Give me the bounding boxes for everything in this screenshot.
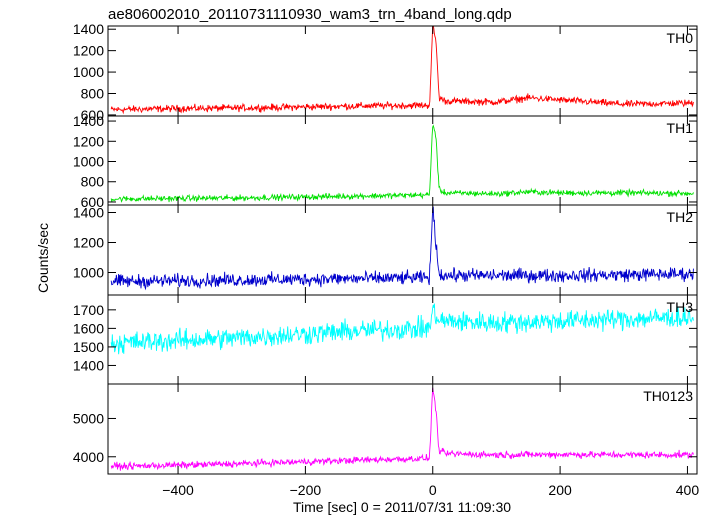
- x-tick-label: 200: [548, 482, 572, 498]
- series-line-th2: [110, 206, 694, 291]
- y-tick-label: 1400: [73, 205, 104, 221]
- y-tick-label: 4000: [73, 449, 104, 465]
- x-tick-label: −200: [290, 482, 322, 498]
- panel-th3: 1400 1500 1600 1700 TH3: [73, 294, 698, 385]
- x-axis: −400 −200 0 200 400: [162, 482, 699, 498]
- y-tick-label: 1000: [73, 265, 104, 281]
- panel-label-th0123: TH0123: [643, 388, 693, 404]
- y-tick-label: 600: [81, 194, 105, 210]
- y-tick-label: 1500: [73, 339, 104, 355]
- panel-th1: 600 800 1000 1200 1400 TH1: [73, 113, 698, 210]
- x-tick-label: 0: [429, 482, 437, 498]
- y-tick-label: 1000: [73, 64, 104, 80]
- y-tick-label: 1200: [73, 235, 104, 251]
- series-line-th0: [110, 26, 694, 115]
- y-tick-label: 1000: [73, 154, 104, 170]
- y-tick-label: 800: [81, 174, 105, 190]
- y-tick-label: 1600: [73, 320, 104, 336]
- series-line-th3: [110, 303, 694, 355]
- y-tick-label: 1400: [73, 113, 104, 129]
- y-tick-label: 800: [81, 86, 105, 102]
- y-tick-label: 1700: [73, 302, 104, 318]
- chart-title: ae806002010_20110731110930_wam3_trn_4ban…: [108, 6, 512, 23]
- x-tick-label: −400: [162, 482, 194, 498]
- panel-th2: 1000 1200 1400 TH2: [73, 204, 698, 296]
- x-axis-label: Time [sec] 0 = 2011/07/31 11:09:30: [293, 499, 511, 515]
- panel-frame: [107, 383, 698, 475]
- x-tick-label: 400: [676, 482, 700, 498]
- panel-label-th2: TH2: [667, 209, 694, 225]
- panel-label-th1: TH1: [667, 120, 694, 136]
- y-tick-label: 1200: [73, 43, 104, 59]
- y-tick-label: 1200: [73, 133, 104, 149]
- y-axis-label: Counts/sec: [35, 223, 51, 293]
- y-tick-label: 5000: [73, 410, 104, 426]
- panel-label-th0: TH0: [667, 30, 694, 46]
- panel-th0123: 4000 5000 TH0123: [73, 383, 698, 475]
- panel-th0: 600 800 1000 1200 1400 TH0: [73, 21, 698, 123]
- panel-label-th3: TH3: [667, 299, 694, 315]
- series-line-th1: [110, 124, 694, 203]
- y-tick-label: 1400: [73, 21, 104, 37]
- series-line-th0123: [110, 387, 694, 471]
- y-tick-label: 1400: [73, 357, 104, 373]
- y-tick-label: 600: [81, 107, 105, 123]
- panels: 600 800 1000 1200 1400 TH0 600 800 1000 1200 1400 T…: [73, 21, 698, 475]
